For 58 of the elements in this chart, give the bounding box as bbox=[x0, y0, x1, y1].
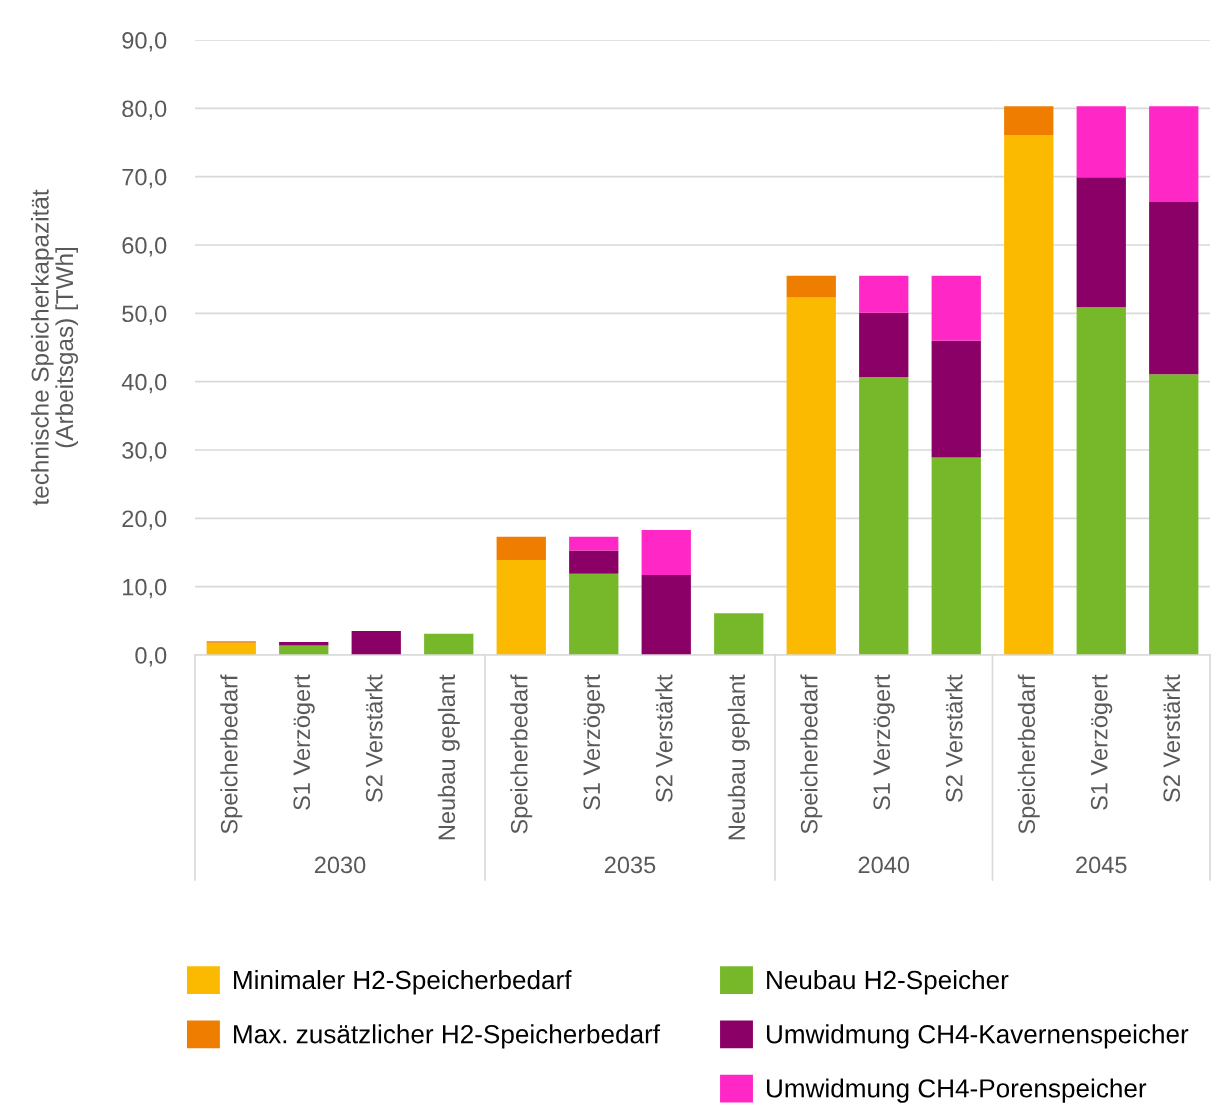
x-tick-label: Neubau geplant bbox=[437, 674, 460, 840]
bar bbox=[786, 297, 836, 655]
bar bbox=[859, 376, 909, 655]
y-tick-label: 30,0 bbox=[122, 442, 167, 462]
y-tick-label: 40,0 bbox=[121, 373, 167, 394]
x-axis-title: 2040 bbox=[858, 856, 910, 874]
x-tick-label: Speicherbedarf bbox=[510, 674, 533, 834]
x-tick-label: S1 Verzögert bbox=[1090, 674, 1113, 810]
x-tick-label: S2 Verstärkt bbox=[365, 674, 383, 802]
bar bbox=[931, 457, 981, 655]
bar bbox=[1004, 134, 1054, 655]
x-tick-label: S1 Verzögert bbox=[293, 674, 315, 810]
legend-label: Umwidmung CH4-Kavernenspeicher bbox=[766, 1024, 1189, 1049]
bar bbox=[1149, 106, 1199, 202]
y-tick-label: 0,0 bbox=[135, 647, 167, 667]
bar bbox=[859, 275, 909, 313]
legend-label: Minimaler H2-Speicherbedarf bbox=[234, 970, 572, 995]
bar bbox=[1076, 106, 1126, 178]
bar bbox=[1076, 307, 1126, 655]
bar bbox=[569, 573, 619, 655]
bar bbox=[931, 340, 981, 458]
legend-label: Neubau H2-Speicher bbox=[767, 970, 1009, 995]
x-tick-label: S1 Verzögert bbox=[583, 674, 605, 810]
x-tick-label: S2 Verstärkt bbox=[1162, 674, 1181, 802]
bar bbox=[641, 529, 691, 576]
bar bbox=[786, 275, 836, 298]
legend-label: Umwidmung CH4-Porenspeicher bbox=[766, 1078, 1147, 1103]
y-tick-label: 60,0 bbox=[122, 237, 167, 257]
bar bbox=[641, 575, 691, 655]
y-axis-title: technische Speicherkapazität (Arbeitsgas) [TWh] bbox=[30, 189, 78, 506]
x-tick-label: Neubau geplant bbox=[727, 674, 750, 840]
bar bbox=[859, 312, 909, 377]
bar bbox=[1149, 374, 1199, 655]
x-tick-label: S1 Verzögert bbox=[873, 674, 895, 810]
bar bbox=[569, 536, 619, 551]
bar bbox=[496, 560, 546, 655]
y-tick-label: 50,0 bbox=[122, 305, 167, 325]
x-axis-title: 2045 bbox=[1076, 856, 1127, 874]
bar bbox=[1149, 201, 1199, 375]
bar bbox=[569, 550, 619, 574]
bar bbox=[714, 613, 764, 655]
y-tick-label: 10,0 bbox=[123, 578, 167, 599]
y-tick-label: 90,0 bbox=[122, 32, 167, 52]
x-tick-label: Speicherbedarf bbox=[800, 674, 823, 834]
bar bbox=[1004, 106, 1054, 135]
x-tick-label: Speicherbedarf bbox=[1017, 674, 1040, 834]
x-tick-label: S2 Verstärkt bbox=[655, 674, 673, 802]
bar bbox=[931, 275, 981, 341]
x-axis-title: 2030 bbox=[314, 856, 366, 874]
x-tick-label: S2 Verstärkt bbox=[945, 674, 963, 802]
x-tick-label: Speicherbedarf bbox=[220, 674, 243, 834]
y-tick-label: 70,0 bbox=[122, 168, 167, 189]
y-tick-label: 20,0 bbox=[122, 510, 167, 530]
y-tick-label: 80,0 bbox=[122, 100, 167, 120]
bar bbox=[496, 536, 546, 561]
x-axis-title: 2035 bbox=[604, 856, 656, 874]
bar bbox=[1076, 177, 1126, 308]
legend-label: Max. zusätzlicher H2-Speicherbedarf bbox=[234, 1024, 661, 1049]
